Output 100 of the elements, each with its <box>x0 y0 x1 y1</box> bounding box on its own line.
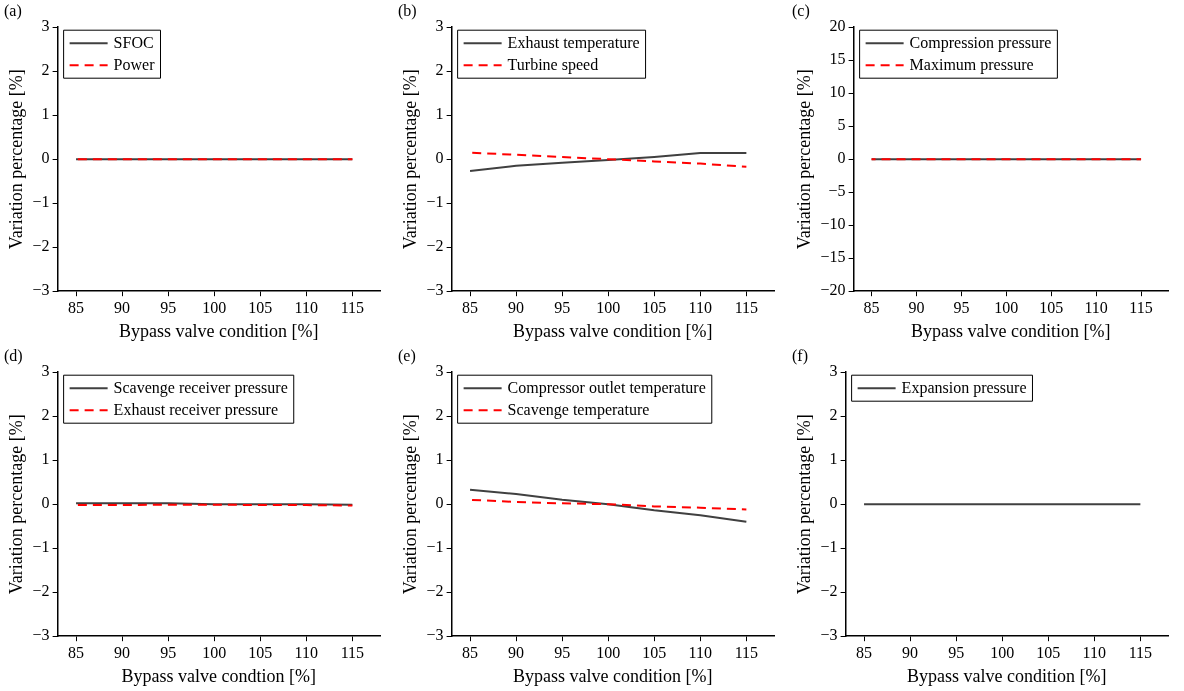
x-tick-label: 105 <box>642 644 667 661</box>
x-tick-label: 85 <box>68 299 85 316</box>
y-tick-label: 0 <box>41 149 50 167</box>
y-tick-label: 1 <box>41 450 50 468</box>
y-tick-label: −2 <box>820 582 838 600</box>
y-axis-title: Variation percentage [%] <box>5 69 26 250</box>
x-tick-label: 100 <box>596 299 621 316</box>
y-tick-label: 3 <box>435 362 444 380</box>
x-tick-label: 95 <box>948 644 965 661</box>
y-tick-label: 2 <box>41 61 50 79</box>
y-tick-label: −1 <box>32 193 50 211</box>
x-tick-label: 85 <box>856 644 873 661</box>
y-tick-label: 0 <box>435 149 444 167</box>
x-tick-label: 110 <box>1084 299 1108 316</box>
x-tick-label: 100 <box>990 644 1015 661</box>
y-tick-label: 3 <box>41 17 50 35</box>
y-tick-label: 1 <box>829 450 838 468</box>
x-tick-label: 115 <box>1128 644 1153 661</box>
x-tick-label: 90 <box>902 644 919 661</box>
line-series <box>469 498 748 511</box>
y-tick-label: 20 <box>829 17 846 35</box>
x-axis-title: Bypass valve condition [%] <box>911 320 1111 341</box>
y-tick-label: 2 <box>435 406 444 424</box>
x-axis-title: Bypass valve condition [%] <box>513 665 713 686</box>
legend-label: Maximum pressure <box>909 56 1034 75</box>
chart-title: (d) <box>4 346 23 365</box>
chart-title: (c) <box>792 1 810 20</box>
x-tick-label: 95 <box>160 644 177 661</box>
y-tick-label: 0 <box>837 149 846 167</box>
y-tick-label: −3 <box>32 626 50 644</box>
x-axis-title: Bypass valve condtion [%] <box>121 665 317 686</box>
x-tick-label: 110 <box>688 299 713 316</box>
x-tick-label: 95 <box>953 299 970 316</box>
chart-title: (a) <box>4 1 22 20</box>
x-tick-label: 105 <box>1039 299 1064 316</box>
x-axis-title: Bypass valve condition [%] <box>119 320 319 341</box>
y-tick-label: 0 <box>41 494 50 512</box>
y-tick-label: −10 <box>820 215 846 233</box>
y-tick-label: −3 <box>32 281 50 299</box>
y-tick-label: −1 <box>426 538 444 556</box>
x-tick-label: 110 <box>294 299 319 316</box>
x-tick-label: 115 <box>734 299 759 316</box>
y-axis-title: Variation percentage [%] <box>793 414 814 595</box>
y-tick-label: −15 <box>820 248 846 266</box>
x-tick-label: 90 <box>508 299 525 316</box>
legend-label: Exhaust temperature <box>507 34 640 53</box>
y-tick-label: −2 <box>32 582 50 600</box>
legend-label: Scavenge receiver pressure <box>113 379 288 398</box>
y-tick-label: 1 <box>435 450 444 468</box>
y-tick-label: 2 <box>829 406 838 424</box>
x-tick-label: 90 <box>908 299 925 316</box>
x-tick-label: 85 <box>462 644 479 661</box>
y-tick-label: −1 <box>426 193 444 211</box>
x-tick-label: 85 <box>863 299 880 316</box>
y-tick-label: 10 <box>829 83 846 101</box>
y-axis-title: Variation percentage [%] <box>5 414 26 595</box>
y-tick-label: 3 <box>829 362 838 380</box>
x-tick-label: 110 <box>1082 644 1107 661</box>
x-tick-label: 85 <box>462 299 479 316</box>
chart-title: (b) <box>398 1 417 20</box>
line-series <box>469 151 748 168</box>
x-axis-title: Bypass valve condition [%] <box>513 320 713 341</box>
y-tick-label: −3 <box>426 626 444 644</box>
x-tick-label: 105 <box>642 299 667 316</box>
x-tick-label: 95 <box>554 299 571 316</box>
x-tick-label: 85 <box>68 644 85 661</box>
legend-label: Expansion pressure <box>901 379 1027 398</box>
x-tick-label: 115 <box>340 299 365 316</box>
x-tick-label: 110 <box>294 644 319 661</box>
x-tick-label: 100 <box>202 644 227 661</box>
y-tick-label: 3 <box>41 362 50 380</box>
y-tick-label: 15 <box>829 50 846 68</box>
y-tick-label: 0 <box>829 494 838 512</box>
y-tick-label: 1 <box>41 105 50 123</box>
legend-label: Compressor outlet temperature <box>507 379 706 398</box>
x-tick-label: 110 <box>688 644 713 661</box>
x-tick-label: 105 <box>1036 644 1061 661</box>
x-tick-label: 95 <box>554 644 571 661</box>
legend-label: Power <box>113 56 156 74</box>
y-tick-label: −20 <box>820 281 846 299</box>
y-tick-label: −2 <box>426 237 444 255</box>
legend-label: SFOC <box>113 34 154 52</box>
legend-label: Scavenge temperature <box>507 401 650 420</box>
y-tick-label: −1 <box>32 538 50 556</box>
legend-label: Compression pressure <box>909 34 1052 53</box>
x-tick-label: 115 <box>1129 299 1153 316</box>
x-tick-label: 100 <box>202 299 227 316</box>
x-tick-label: 90 <box>114 644 131 661</box>
x-tick-label: 115 <box>340 644 365 661</box>
x-tick-label: 90 <box>508 644 525 661</box>
y-tick-label: −2 <box>32 237 50 255</box>
legend-label: Turbine speed <box>507 56 599 75</box>
x-tick-label: 100 <box>994 299 1019 316</box>
legend-label: Exhaust receiver pressure <box>113 401 278 420</box>
chart-title: (e) <box>398 346 416 365</box>
y-axis-title: Variation percentage [%] <box>399 414 420 595</box>
y-tick-label: 2 <box>41 406 50 424</box>
x-tick-label: 105 <box>248 299 273 316</box>
y-tick-label: 3 <box>435 17 444 35</box>
y-tick-label: −3 <box>820 626 838 644</box>
